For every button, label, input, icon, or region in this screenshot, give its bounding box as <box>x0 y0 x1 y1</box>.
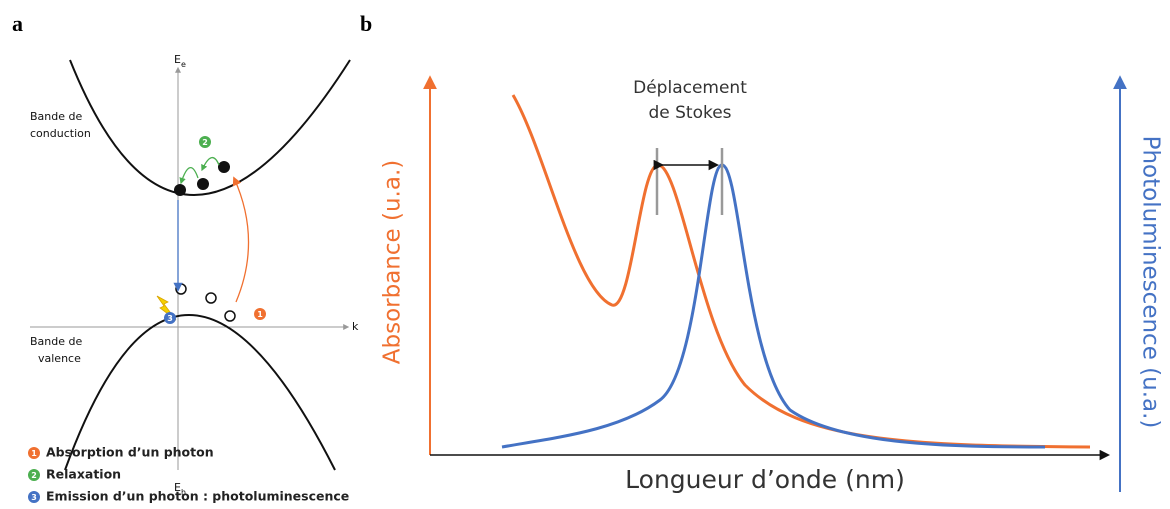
legend-number: 1 <box>31 449 37 458</box>
step-badge <box>199 136 211 148</box>
relaxation-arrow <box>179 167 199 185</box>
energy-top: Ee <box>174 53 186 69</box>
y2-axis-label: Photoluminescence (u.a.) <box>1138 136 1164 429</box>
energy-bottom: Eh <box>174 481 186 497</box>
valence-label: Bande de <box>30 335 82 348</box>
stokes-label: Déplacement <box>633 78 747 98</box>
conduction-band <box>69 59 351 196</box>
legend-badge <box>28 469 40 481</box>
absorption-arrow <box>232 176 250 303</box>
conduction-label: Bande de <box>30 110 82 123</box>
step-number: 3 <box>167 314 173 323</box>
step-badge <box>254 308 266 320</box>
k-label: k <box>352 320 359 333</box>
step-number: 2 <box>202 138 208 147</box>
electron <box>174 184 186 196</box>
hole <box>205 292 217 304</box>
electron <box>197 178 209 190</box>
legend-number: 3 <box>31 493 37 502</box>
panel-label: b <box>360 11 372 36</box>
step-number: 1 <box>257 310 263 319</box>
valence-label: valence <box>38 352 81 365</box>
absorbance-curve <box>511 94 1091 449</box>
x-axis-label: Longueur d’onde (nm) <box>625 465 905 494</box>
step-badge <box>164 312 176 324</box>
legend-number: 2 <box>31 471 37 480</box>
hole <box>224 310 236 322</box>
valence-band <box>64 314 336 471</box>
legend-badge <box>28 447 40 459</box>
legend-badge <box>28 491 40 503</box>
legend-text: Emission d’un photon : photoluminescence <box>46 489 349 504</box>
legend-text: Relaxation <box>46 467 121 482</box>
conduction-label: conduction <box>30 127 91 140</box>
panel-label: a <box>12 11 23 36</box>
y-axis-label: Absorbance (u.a.) <box>380 160 406 364</box>
photoluminescence-curve <box>501 163 1046 449</box>
relaxation-arrow <box>201 157 220 172</box>
stokes-label: de Stokes <box>648 103 731 123</box>
electron <box>218 161 230 173</box>
legend-text: Absorption d’un photon <box>46 445 214 460</box>
